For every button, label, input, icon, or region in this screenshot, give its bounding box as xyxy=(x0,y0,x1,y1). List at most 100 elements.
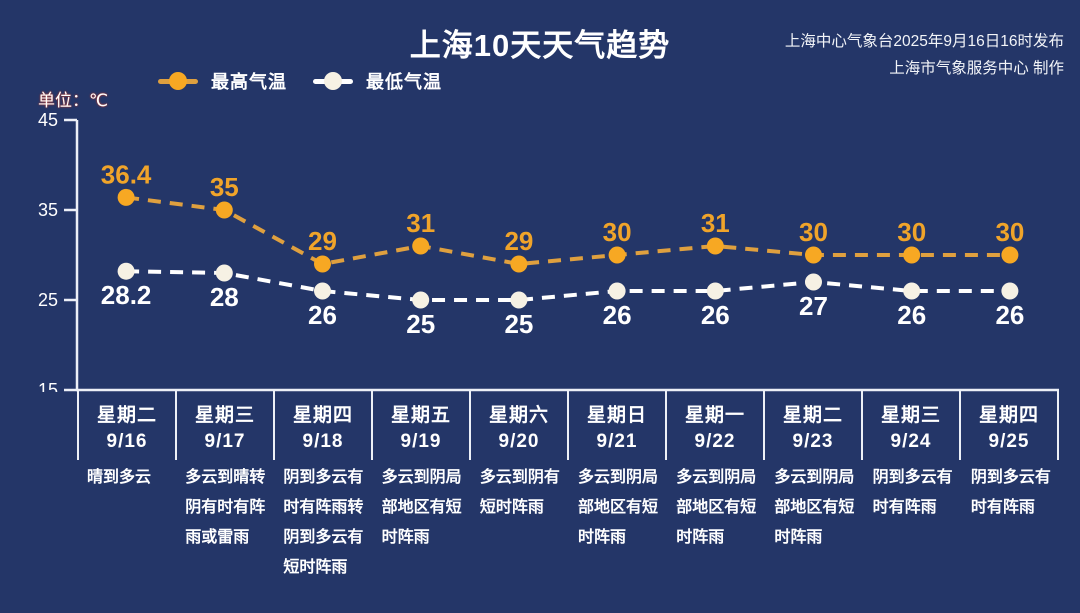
max-temp-point xyxy=(412,237,430,255)
weekday-label: 星期日 xyxy=(586,405,647,426)
y-axis-tick-label: 25 xyxy=(38,290,58,310)
max-temp-value-label: 30 xyxy=(897,217,926,247)
day-cell: 星期二 9/23 xyxy=(765,391,863,460)
max-temp-value-label: 31 xyxy=(406,208,435,238)
weekday-label: 星期三 xyxy=(194,405,255,426)
day-cell: 星期日 9/21 xyxy=(569,391,667,460)
weekday-label: 星期二 xyxy=(782,405,843,426)
max-temp-line xyxy=(125,195,1010,267)
weather-row: 晴到多云 多云到晴转阴有时有阵雨或雷雨 阴到多云有时有阵雨转阴到多云有短时阵雨 多云到… xyxy=(77,463,1059,583)
max-temp-value-label: 29 xyxy=(504,226,533,256)
attribution-line-2: 上海市气象服务中心 制作 xyxy=(889,60,1064,77)
date-label: 9/21 xyxy=(596,431,638,452)
y-axis-tick-label: 15 xyxy=(38,380,58,392)
day-cell: 星期四 9/18 xyxy=(275,391,373,460)
date-label: 9/16 xyxy=(106,431,148,452)
min-temp-value-label: 25 xyxy=(406,309,435,339)
legend-label: 最高气温 xyxy=(211,72,287,92)
max-temp-point xyxy=(706,237,724,255)
page-title: 上海10天天气趋势 xyxy=(409,28,671,63)
date-label: 9/18 xyxy=(302,431,344,452)
min-temp-value-label: 26 xyxy=(897,300,926,330)
min-temp-point xyxy=(706,282,724,300)
min-temp-point xyxy=(805,273,822,291)
weather-description: 晴到多云 xyxy=(87,469,152,486)
y-axis-tick-label: 35 xyxy=(38,200,58,220)
max-temp-value-label: 31 xyxy=(701,208,730,238)
max-temp-value-label: 30 xyxy=(995,217,1024,247)
min-temp-value-label: 28.2 xyxy=(101,280,152,310)
day-cell: 星期一 9/22 xyxy=(667,391,765,460)
day-cell: 星期四 9/25 xyxy=(961,391,1059,460)
weather-description: 多云到阴局部地区有短时阵雨 xyxy=(676,469,757,546)
chart-legend: 最高气温 最低气温 xyxy=(158,68,442,94)
attribution-line-1: 上海中心气象台2025年9月16日16时发布 xyxy=(784,33,1064,50)
legend-marker-icon xyxy=(313,72,353,90)
min-temp-point xyxy=(1001,282,1019,300)
legend-item-min: 最低气温 xyxy=(313,68,442,94)
day-cell: 星期三 9/17 xyxy=(177,391,275,460)
weather-description: 多云到阴有短时阵雨 xyxy=(479,469,560,516)
unit-label: 单位：℃ xyxy=(38,91,109,110)
y-axis-tick-label: 45 xyxy=(38,110,58,130)
weekday-label: 星期四 xyxy=(978,405,1039,426)
min-temp-line xyxy=(126,269,1010,302)
legend-marker-icon xyxy=(158,72,198,90)
max-temp-point xyxy=(1001,246,1019,264)
weekday-label: 星期一 xyxy=(684,405,745,426)
weather-description: 多云到阴局部地区有短时阵雨 xyxy=(578,469,659,546)
weekday-label: 星期四 xyxy=(292,405,353,426)
min-temp-value-label: 26 xyxy=(995,300,1024,330)
day-row: 星期二 9/16 星期三 9/17 星期四 9/18 星期五 9/19 星期六 9/20 星期日 9/… xyxy=(77,391,1059,460)
day-cell: 星期三 9/24 xyxy=(863,391,961,460)
weekday-label: 星期六 xyxy=(488,405,549,426)
max-temp-point xyxy=(903,246,921,264)
attribution: 上海中心气象台2025年9月16日16时发布 上海市气象服务中心 制作 xyxy=(785,28,1064,82)
day-cell: 星期五 9/19 xyxy=(373,391,471,460)
max-temp-point xyxy=(805,246,822,264)
date-label: 9/23 xyxy=(792,431,834,452)
min-temp-value-label: 26 xyxy=(308,300,337,330)
min-temp-value-label: 28 xyxy=(210,282,239,312)
weather-description: 阴到多云有时有阵雨 xyxy=(970,469,1051,516)
min-temp-value-label: 25 xyxy=(504,309,533,339)
weather-description: 阴到多云有时有阵雨 xyxy=(872,469,953,516)
day-cell: 星期二 9/16 xyxy=(79,391,177,460)
max-temp-value-label: 30 xyxy=(799,217,828,247)
min-temp-value-label: 26 xyxy=(603,300,632,330)
min-temp-value-label: 27 xyxy=(799,291,828,321)
date-label: 9/19 xyxy=(400,431,442,452)
max-temp-value-label: 29 xyxy=(308,226,337,256)
min-temp-point xyxy=(903,282,921,300)
min-temp-point xyxy=(608,282,626,300)
max-temp-point xyxy=(117,188,135,206)
min-temp-point xyxy=(510,291,528,309)
weather-description: 多云到阴局部地区有短时阵雨 xyxy=(774,469,855,546)
weather-description: 多云到晴转阴有时有阵雨或雷雨 xyxy=(185,469,266,546)
weather-description: 多云到阴局部地区有短时阵雨 xyxy=(381,469,462,546)
max-temp-point xyxy=(608,246,626,264)
date-label: 9/25 xyxy=(988,431,1030,452)
legend-dot-icon xyxy=(324,72,342,90)
weekday-label: 星期二 xyxy=(96,405,157,426)
min-temp-point xyxy=(314,282,331,300)
min-temp-point xyxy=(117,262,135,280)
weekday-label: 星期五 xyxy=(390,405,451,426)
weather-description: 阴到多云有时有阵雨转阴到多云有短时阵雨 xyxy=(283,469,364,576)
min-temp-value-label: 26 xyxy=(701,300,730,330)
date-label: 9/22 xyxy=(694,431,736,452)
legend-item-max: 最高气温 xyxy=(158,68,287,94)
max-temp-point xyxy=(510,255,528,273)
date-label: 9/24 xyxy=(890,431,932,452)
day-cell: 星期六 9/20 xyxy=(471,391,569,460)
legend-label: 最低气温 xyxy=(366,72,442,92)
min-temp-point xyxy=(412,291,430,309)
legend-dot-icon xyxy=(169,72,187,90)
max-temp-value-label: 35 xyxy=(210,172,239,202)
weekday-label: 星期三 xyxy=(880,405,941,426)
date-label: 9/17 xyxy=(204,431,246,452)
max-temp-value-label: 30 xyxy=(603,217,632,247)
chart-svg: 45 35 25 15 36.4 35 29 31 29 30 31 30 30 30 28.2 28 26 25… xyxy=(38,110,1059,392)
max-temp-value-label: 36.4 xyxy=(101,159,152,189)
